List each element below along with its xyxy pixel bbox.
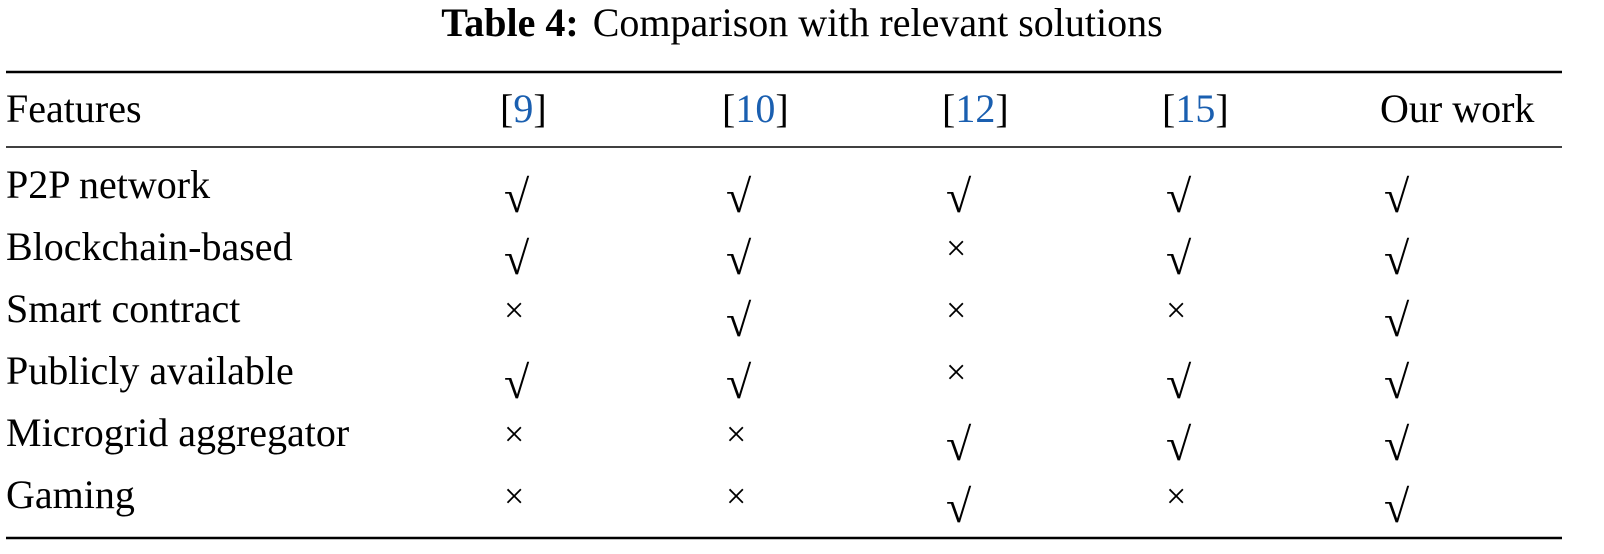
cross-mark: × [726, 414, 746, 454]
feature-label: Smart contract [6, 286, 240, 331]
bracket: ] [533, 86, 546, 131]
check-mark: √ [1166, 419, 1192, 470]
caption-label: Table 4: [441, 0, 578, 45]
feature-label: Publicly available [6, 348, 294, 393]
check-mark: √ [946, 419, 972, 470]
check-mark: √ [726, 233, 752, 284]
check-mark: √ [1166, 171, 1192, 222]
feature-label: Blockchain-based [6, 224, 293, 269]
check-mark: √ [504, 233, 530, 284]
citation-number: 9 [513, 86, 533, 131]
bracket: [ [722, 86, 735, 131]
header-cell: [9] [500, 86, 547, 131]
check-mark: √ [1166, 233, 1192, 284]
caption-text: Comparison with relevant solutions [593, 0, 1163, 45]
citation-number: 15 [1175, 86, 1215, 131]
cross-mark: × [946, 290, 966, 330]
check-mark: √ [504, 171, 530, 222]
bracket: ] [775, 86, 788, 131]
header-cell: [10] [722, 86, 789, 131]
check-mark: √ [1384, 295, 1410, 346]
bracket: [ [1162, 86, 1175, 131]
cross-mark: × [504, 476, 524, 516]
check-mark: √ [1166, 357, 1192, 408]
cross-mark: × [726, 476, 746, 516]
cross-mark: × [946, 352, 966, 392]
citation-number: 12 [955, 86, 995, 131]
cross-mark: × [946, 228, 966, 268]
header-cell: Features [6, 86, 142, 131]
feature-label: P2P network [6, 162, 210, 207]
check-mark: √ [1384, 233, 1410, 284]
cross-mark: × [504, 290, 524, 330]
check-mark: √ [1384, 481, 1410, 532]
check-mark: √ [726, 171, 752, 222]
check-mark: √ [946, 481, 972, 532]
check-mark: √ [1384, 357, 1410, 408]
caption: Table 4: Comparison with relevant solutio… [441, 0, 1162, 45]
cross-mark: × [1166, 290, 1186, 330]
check-mark: √ [504, 357, 530, 408]
check-mark: √ [726, 357, 752, 408]
header-cell: Our work [1380, 86, 1534, 131]
check-mark: √ [726, 295, 752, 346]
cross-mark: × [1166, 476, 1186, 516]
header-cell: [12] [942, 86, 1009, 131]
bracket: ] [995, 86, 1008, 131]
check-mark: √ [1384, 419, 1410, 470]
feature-label: Gaming [6, 472, 135, 517]
cross-mark: × [504, 414, 524, 454]
bracket: [ [500, 86, 513, 131]
bracket: ] [1215, 86, 1228, 131]
header-cell: [15] [1162, 86, 1229, 131]
check-mark: √ [1384, 171, 1410, 222]
feature-label: Microgrid aggregator [6, 410, 349, 455]
citation-number: 10 [735, 86, 775, 131]
bracket: [ [942, 86, 955, 131]
check-mark: √ [946, 171, 972, 222]
